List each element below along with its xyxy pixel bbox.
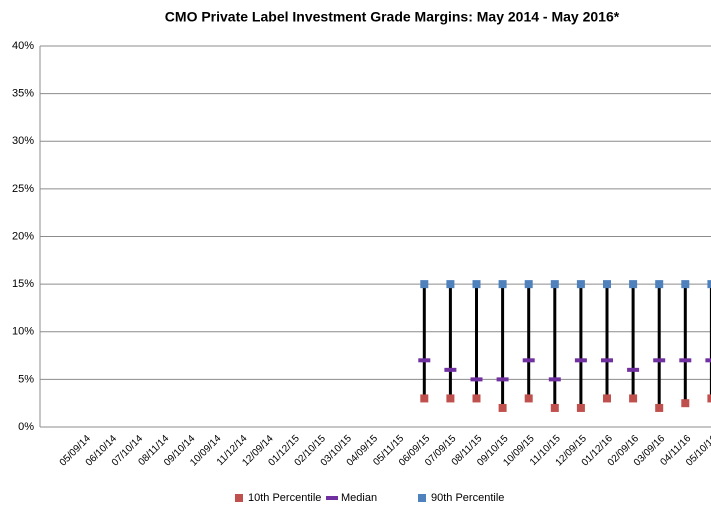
point-marker [655,403,664,412]
median-marker [705,358,711,363]
point-marker [629,280,638,289]
point-marker [681,399,690,408]
point-marker [498,403,507,412]
point-marker [446,280,455,289]
legend-swatch [418,494,426,502]
point-marker [472,394,481,403]
y-tick-label: 5% [18,373,34,385]
y-tick-label: 35% [12,88,34,100]
point-marker [524,280,533,289]
y-tick-label: 40% [12,40,34,52]
point-marker [681,280,690,289]
point-marker [420,280,429,289]
median-marker [653,358,666,363]
point-marker [707,280,711,289]
y-tick-label: 25% [12,183,34,195]
median-marker [522,358,535,363]
point-marker [498,280,507,289]
legend-swatch [326,496,338,500]
y-tick-label: 10% [12,326,34,338]
median-marker [444,367,457,372]
median-marker [601,358,613,363]
y-tick-label: 20% [12,230,34,242]
point-marker [550,403,559,412]
median-marker [548,377,561,382]
point-marker [655,280,664,289]
legend-swatch [235,494,243,502]
median-marker [627,367,640,372]
legend-label: Median [341,492,377,504]
point-marker [603,280,611,289]
y-tick-label: 0% [18,421,34,433]
point-marker [472,280,481,289]
point-marker [603,394,611,403]
median-marker [470,377,483,382]
point-marker [524,394,533,403]
point-marker [420,394,429,403]
median-marker [679,358,692,363]
legend-label: 90th Percentile [431,492,504,504]
point-marker [629,394,638,403]
y-tick-label: 30% [12,135,34,147]
median-marker [496,377,509,382]
legend-label: 10th Percentile [248,492,321,504]
chart-title: CMO Private Label Investment Grade Margi… [165,9,620,25]
point-marker [446,394,455,403]
point-marker [707,394,711,403]
point-marker [550,280,559,289]
point-marker [576,280,585,289]
median-marker [418,358,431,363]
point-marker [576,403,585,412]
y-tick-label: 15% [12,278,34,290]
median-marker [574,358,587,363]
